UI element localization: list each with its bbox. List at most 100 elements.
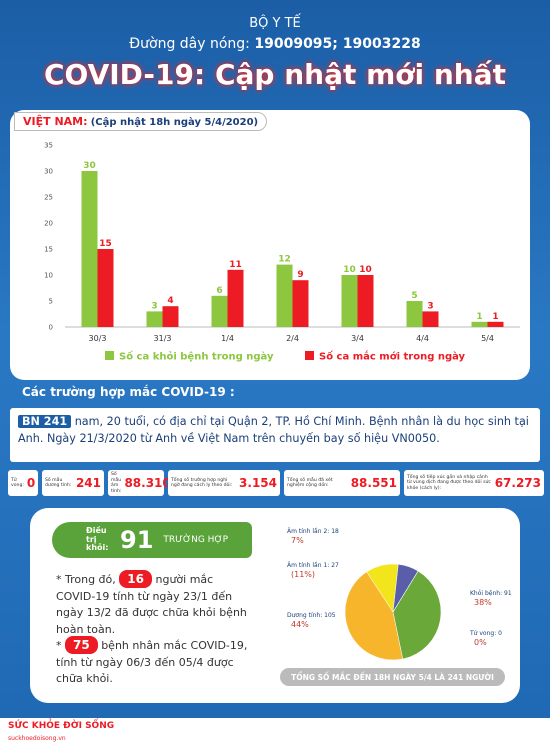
bar — [227, 269, 244, 327]
slice-label: Khỏi bệnh: 91 — [470, 590, 512, 597]
slice-value: (11%) — [291, 570, 315, 579]
legend-swatch — [305, 351, 314, 360]
slice-value: 7% — [291, 536, 304, 545]
y-tick-label: 0 — [49, 324, 53, 332]
legend-swatch — [105, 351, 114, 360]
country: VIỆT NAM: — [23, 115, 88, 128]
bar — [471, 321, 488, 327]
y-tick-label: 25 — [44, 194, 53, 202]
x-tick-label: 1/4 — [221, 334, 234, 343]
case-description: nam, 20 tuổi, có địa chỉ tại Quận 2, TP.… — [18, 415, 529, 445]
bar — [406, 301, 423, 327]
x-tick-label: 30/3 — [89, 334, 107, 343]
stat-box: Số mẫu âm tính: 88.310 — [108, 470, 171, 496]
case-box: BN 241 nam, 20 tuổi, có địa chỉ tại Quận… — [10, 408, 540, 462]
data-label: 4 — [167, 296, 173, 306]
legend-label: Số ca khỏi bệnh trong ngày — [119, 350, 274, 363]
data-label: 10 — [343, 265, 356, 275]
data-label: 30 — [83, 161, 96, 171]
x-tick-label: 5/4 — [481, 334, 494, 343]
pie-slice — [392, 570, 442, 660]
stat-label: Số mẫu âm tính: — [111, 472, 122, 494]
treatment-unit: TRƯỜNG HỢP — [163, 535, 229, 545]
data-label: 1 — [492, 312, 498, 322]
slice-label: Tử vong: 0 — [469, 630, 502, 637]
data-label: 11 — [229, 260, 242, 270]
stat-label: Tổng số tiếp xúc gần và nhập cảnh từ vùn… — [407, 474, 491, 491]
slice-label: Dương tính: 105 — [287, 612, 336, 619]
data-label: 3 — [151, 301, 157, 311]
x-tick-label: 3/4 — [351, 334, 364, 343]
slice-value: 38% — [474, 598, 492, 607]
y-tick-label: 10 — [44, 272, 53, 280]
hotline-row: Đường dây nóng: 19009095; 19003228 — [0, 36, 550, 52]
bar — [81, 171, 98, 327]
ministry: BỘ Y TẾ — [249, 16, 301, 31]
slice-label: Âm tính lần 1: 27 — [287, 561, 339, 569]
y-tick-label: 35 — [44, 142, 53, 150]
stat-value: 241 — [75, 476, 101, 490]
data-label: 1 — [476, 312, 482, 322]
data-label: 10 — [359, 265, 372, 275]
slice-label: Âm tính lần 2: 18 — [287, 527, 339, 535]
treatment-label: Điều trị khỏi: — [86, 525, 109, 553]
bar — [487, 321, 504, 327]
stat-label: Tử vong: — [11, 477, 24, 489]
stat-value: 88.310 — [124, 476, 171, 490]
note-prefix: * Trong đó, — [56, 573, 116, 586]
stat-value: 0 — [26, 476, 36, 490]
treatment-count: 91 — [120, 526, 154, 554]
stat-value: 3.154 — [239, 476, 277, 490]
brand: SỨC KHỎE ĐỜI SỐNG — [8, 721, 115, 731]
note-2: * 75 bệnh nhân mắc COVID-19, tính từ ngà… — [56, 636, 256, 688]
treatment-badge: Điều trị khỏi: 91 TRƯỜNG HỢP — [52, 522, 252, 558]
slice-value: 44% — [291, 620, 309, 629]
stat-box: Tổng số mẫu đã xét nghiệm cộng dồn: 88.55… — [284, 470, 400, 496]
data-label: 12 — [278, 255, 291, 265]
bar-chart: 0510152025303530/3301531/3341/46112/4129… — [44, 142, 520, 363]
stat-box: Số mẫu dương tính: 241 — [42, 470, 104, 496]
stat-label: Tổng số trường hợp nghi ngờ đang cách ly… — [171, 477, 233, 489]
data-label: 9 — [297, 270, 303, 280]
data-label: 3 — [427, 301, 433, 311]
stats-row: Tử vong: 0 Số mẫu dương tính: 241 Số mẫu âm … — [8, 470, 544, 496]
x-tick-label: 2/4 — [286, 334, 299, 343]
y-tick-label: 30 — [44, 168, 53, 176]
x-tick-label: 4/4 — [416, 334, 429, 343]
legend-label: Số ca mắc mới trong ngày — [319, 350, 466, 363]
footer — [0, 718, 550, 750]
note-number: 75 — [65, 636, 98, 654]
update-time: (Cập nhật 18h ngày 5/4/2020) — [90, 117, 259, 128]
note-text: người mắc COVID-19 tính từ ngày 23/1 đến… — [56, 573, 247, 636]
stat-label: Số mẫu dương tính: — [45, 477, 72, 489]
site: suckhoedoisong.vn — [8, 735, 66, 742]
stat-value: 88.551 — [350, 476, 397, 490]
bar — [357, 275, 374, 327]
x-tick-label: 31/3 — [154, 334, 172, 343]
cases-title: Các trường hợp mắc COVID-19 : — [22, 385, 235, 399]
stat-box: Tử vong: 0 — [8, 470, 38, 496]
bar — [276, 264, 293, 327]
slice-value: 0% — [474, 638, 487, 647]
note-text: bệnh nhân mắc COVID-19, tính từ ngày 06/… — [56, 639, 248, 685]
y-tick-label: 15 — [44, 246, 53, 254]
hotline-label: Đường dây nóng: — [129, 36, 250, 52]
note-prefix: * — [56, 639, 62, 652]
bar — [422, 311, 439, 327]
bar — [162, 306, 179, 327]
data-label: 15 — [99, 239, 112, 249]
section-label: VIỆT NAM: (Cập nhật 18h ngày 5/4/2020) — [14, 112, 268, 131]
y-tick-label: 20 — [44, 220, 53, 228]
bar — [97, 249, 114, 327]
bar — [341, 275, 358, 327]
note-1: * Trong đó, 16 người mắc COVID-19 tính t… — [56, 570, 256, 638]
main-title: COVID-19: Cập nhật mới nhất — [43, 58, 506, 91]
stat-box: Tổng số tiếp xúc gần và nhập cảnh từ vùn… — [404, 470, 544, 496]
pie-slice — [392, 564, 419, 613]
pie-slice — [344, 571, 404, 661]
bar — [146, 311, 163, 327]
stat-label: Tổng số mẫu đã xét nghiệm cộng dồn: — [287, 477, 333, 489]
